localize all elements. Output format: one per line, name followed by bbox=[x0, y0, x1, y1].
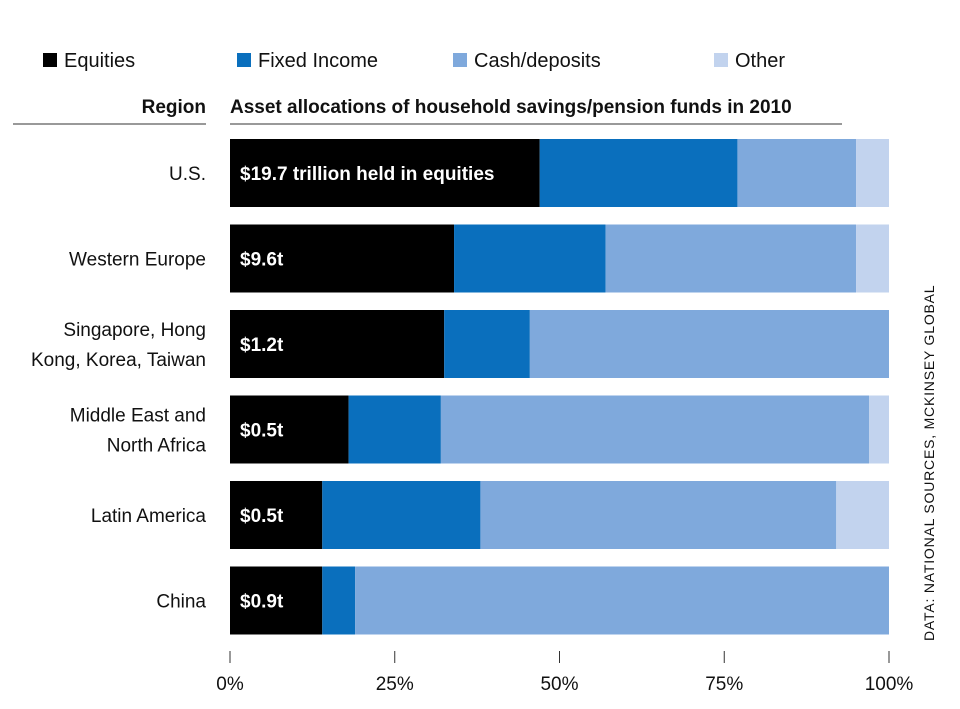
bar-segment-fixed-income-middle-east-and-north-africa bbox=[348, 395, 441, 464]
legend-label-equities: Equities bbox=[64, 50, 135, 72]
bar-segment-fixed-income-u-s bbox=[539, 139, 738, 207]
bar-segment-other-western-europe bbox=[856, 224, 889, 293]
bar-segment-equities-middle-east-and-north-africa bbox=[230, 395, 349, 464]
legend-label-other: Other bbox=[735, 50, 785, 72]
bar-segment-other-u-s bbox=[856, 139, 889, 207]
bar-segment-equities-latin-america bbox=[230, 481, 323, 549]
x-tick-label-75: 75% bbox=[705, 674, 743, 695]
region-label-latin-america: Latin America bbox=[91, 506, 207, 527]
bar-segment-other-latin-america bbox=[836, 481, 889, 549]
legend-label-fixed-income: Fixed Income bbox=[258, 50, 378, 72]
bar-segment-cash-deposits-middle-east-and-north-africa bbox=[440, 395, 870, 464]
x-tick-label-25: 25% bbox=[376, 674, 414, 695]
legend-swatch-fixed-income bbox=[237, 53, 251, 67]
bar-segment-cash-deposits-western-europe bbox=[605, 224, 857, 293]
bar-segment-equities-western-europe bbox=[230, 224, 455, 293]
source-note: DATA: NATIONAL SOURCES, MCKINSEY GLOBAL bbox=[921, 285, 937, 641]
region-label-china: China bbox=[156, 592, 206, 613]
region-label-middle-east-and-north-africa-line-1: Middle East and bbox=[70, 406, 206, 427]
bar-segment-fixed-income-latin-america bbox=[322, 481, 481, 549]
bar-label-singapore-hong-kong-korea-taiwan: $1.2t bbox=[240, 335, 284, 356]
legend-swatch-equities bbox=[43, 53, 57, 67]
region-label-u-s: U.S. bbox=[169, 164, 206, 185]
bar-segment-cash-deposits-latin-america bbox=[480, 481, 837, 549]
bar-label-middle-east-and-north-africa: $0.5t bbox=[240, 421, 284, 442]
bar-label-western-europe: $9.6t bbox=[240, 250, 284, 271]
bar-segment-fixed-income-western-europe bbox=[454, 224, 606, 293]
region-header: Region bbox=[142, 97, 206, 118]
chart-title: Asset allocations of household savings/p… bbox=[230, 97, 792, 118]
bar-label-china: $0.9t bbox=[240, 592, 284, 613]
legend-swatch-cash-deposits bbox=[453, 53, 467, 67]
legend: Equities Fixed Income Cash/deposits Other bbox=[43, 50, 785, 72]
bar-segment-cash-deposits-china bbox=[355, 566, 890, 635]
x-tick-label-50: 50% bbox=[540, 674, 578, 695]
bar-segment-equities-u-s bbox=[230, 139, 540, 207]
bar-segment-fixed-income-china bbox=[322, 566, 356, 635]
region-labels: U.S. Western Europe Singapore, Hong Kong, K… bbox=[31, 164, 206, 613]
region-label-singapore-hong-kong-korea-taiwan-line-2: Kong, Korea, Taiwan bbox=[31, 350, 206, 371]
legend-label-cash-deposits: Cash/deposits bbox=[474, 50, 601, 72]
bar-segment-cash-deposits-u-s bbox=[737, 139, 857, 207]
bars: $19.7 trillion held in equities $9.6t $1.2… bbox=[230, 139, 890, 635]
bar-segment-equities-china bbox=[230, 566, 323, 635]
x-tick-label-0: 0% bbox=[216, 674, 244, 695]
bar-segment-other-middle-east-and-north-africa bbox=[869, 395, 889, 464]
region-label-singapore-hong-kong-korea-taiwan-line-1: Singapore, Hong bbox=[63, 320, 206, 341]
legend-swatch-other bbox=[714, 53, 728, 67]
bar-segment-equities-singapore-hong-kong-korea-taiwan bbox=[230, 310, 445, 378]
bar-label-u-s: $19.7 trillion held in equities bbox=[240, 164, 494, 185]
x-tick-label-100: 100% bbox=[865, 674, 914, 695]
region-label-western-europe: Western Europe bbox=[69, 250, 206, 271]
bar-label-latin-america: $0.5t bbox=[240, 506, 284, 527]
bar-segment-cash-deposits-singapore-hong-kong-korea-taiwan bbox=[529, 310, 889, 378]
bar-segment-fixed-income-singapore-hong-kong-korea-taiwan bbox=[444, 310, 530, 378]
x-axis: 0% 25% 50% 75% 100% bbox=[216, 651, 913, 695]
region-label-middle-east-and-north-africa-line-2: North Africa bbox=[107, 436, 207, 457]
